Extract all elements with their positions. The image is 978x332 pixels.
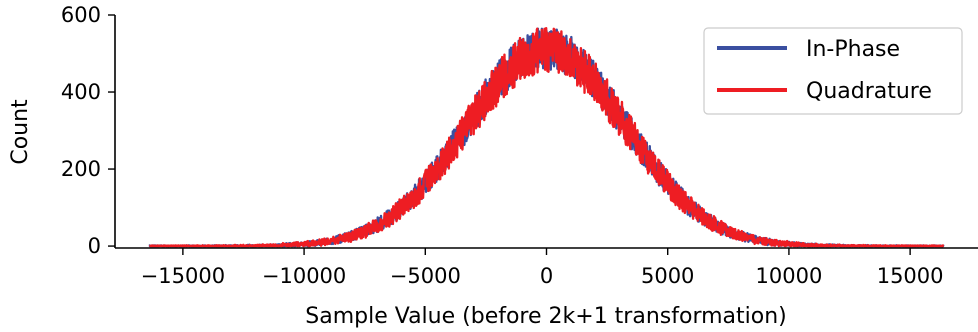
legend: In-Phase Quadrature <box>703 27 963 115</box>
tick-layer: −15000 −10000 −5000 0 5000 10000 15000 0 200 400 6… <box>61 3 944 288</box>
y-tick-label: 200 <box>61 157 101 181</box>
x-tick-label: −15000 <box>141 264 225 288</box>
x-tick-label: −10000 <box>262 264 346 288</box>
x-tick-label: 0 <box>540 264 553 288</box>
legend-label-in-phase: In-Phase <box>806 37 900 62</box>
y-tick-label: 400 <box>61 80 101 104</box>
x-axis-label: Sample Value (before 2k+1 transformation… <box>305 304 787 329</box>
y-tick-label: 0 <box>88 234 101 258</box>
y-tick-label: 600 <box>61 3 101 27</box>
legend-label-quadrature: Quadrature <box>806 79 932 104</box>
x-tick-label: 10000 <box>756 264 823 288</box>
series-layer <box>148 26 945 248</box>
x-tick-label: 5000 <box>641 264 694 288</box>
series-line-quadrature <box>148 26 945 248</box>
y-axis-label: Count <box>8 99 33 165</box>
x-tick-label: 15000 <box>877 264 944 288</box>
x-tick-label: −5000 <box>390 264 461 288</box>
